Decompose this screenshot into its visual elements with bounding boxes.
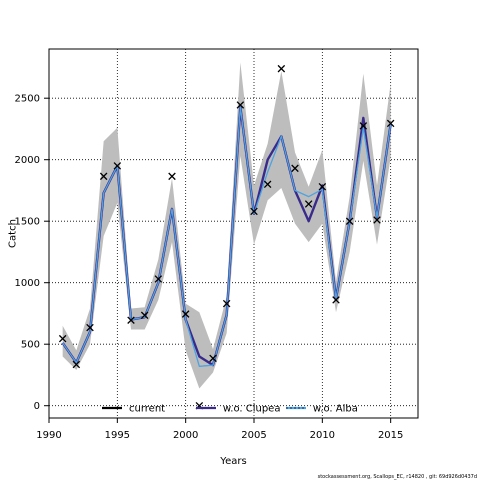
observed-point	[127, 316, 135, 324]
confidence-band-area	[62, 62, 391, 389]
observed-point	[291, 164, 299, 173]
observed-point	[373, 216, 381, 224]
x-tick-label: 2010	[310, 430, 335, 441]
observed-point	[181, 310, 190, 318]
observed-point	[209, 354, 217, 363]
x-tick-label: 1990	[36, 430, 61, 441]
observed-point	[236, 101, 245, 109]
y-tick-label: 2000	[15, 155, 40, 166]
observed-point	[113, 162, 122, 170]
x-tick-label: 2015	[378, 430, 403, 441]
x-axis-label: Years	[219, 456, 246, 467]
x-tick-label: 2005	[241, 430, 266, 441]
observed-point	[222, 299, 231, 308]
legend-label-1: current	[129, 404, 165, 415]
observed-point	[345, 217, 354, 225]
legend: current w.o. Clupea w.o. Alba	[102, 404, 358, 415]
observed-point	[386, 119, 395, 128]
footer-credit: stockassessment.org, Scallops_EC, r14820…	[318, 474, 477, 480]
confidence-band	[62, 62, 391, 389]
observed-point	[72, 360, 81, 369]
observed-point	[277, 64, 286, 73]
observed-point	[250, 207, 258, 216]
observed-point	[359, 122, 368, 130]
observed-point	[263, 180, 272, 189]
plot-frame	[48, 48, 419, 419]
y-tick-label: 1500	[15, 217, 40, 228]
observed-point	[58, 334, 67, 343]
observed-point	[99, 172, 108, 181]
y-tick-label: 1000	[15, 278, 40, 289]
x-tick-label: 1995	[105, 430, 130, 441]
x-tick-label: 2000	[173, 430, 198, 441]
observed-point	[168, 172, 176, 181]
legend-label-3: w.o. Alba	[313, 404, 358, 415]
observed-point	[154, 275, 163, 283]
y-tick-label: 500	[21, 340, 40, 351]
legend-label-2: w.o. Clupea	[223, 404, 280, 415]
y-tick-label: 2500	[15, 94, 40, 105]
observed-point	[304, 200, 313, 208]
observed-point	[332, 296, 340, 304]
observed-point	[140, 311, 149, 320]
y-axis-label: Catch	[8, 219, 19, 248]
axes: 1990 1995 2000 2005 2010 2015 0 500 1000 1500 2000…	[15, 94, 404, 441]
observed-points	[58, 64, 395, 410]
observed-point	[318, 183, 327, 191]
observed-point	[86, 323, 94, 332]
y-tick-label: 0	[34, 401, 40, 412]
